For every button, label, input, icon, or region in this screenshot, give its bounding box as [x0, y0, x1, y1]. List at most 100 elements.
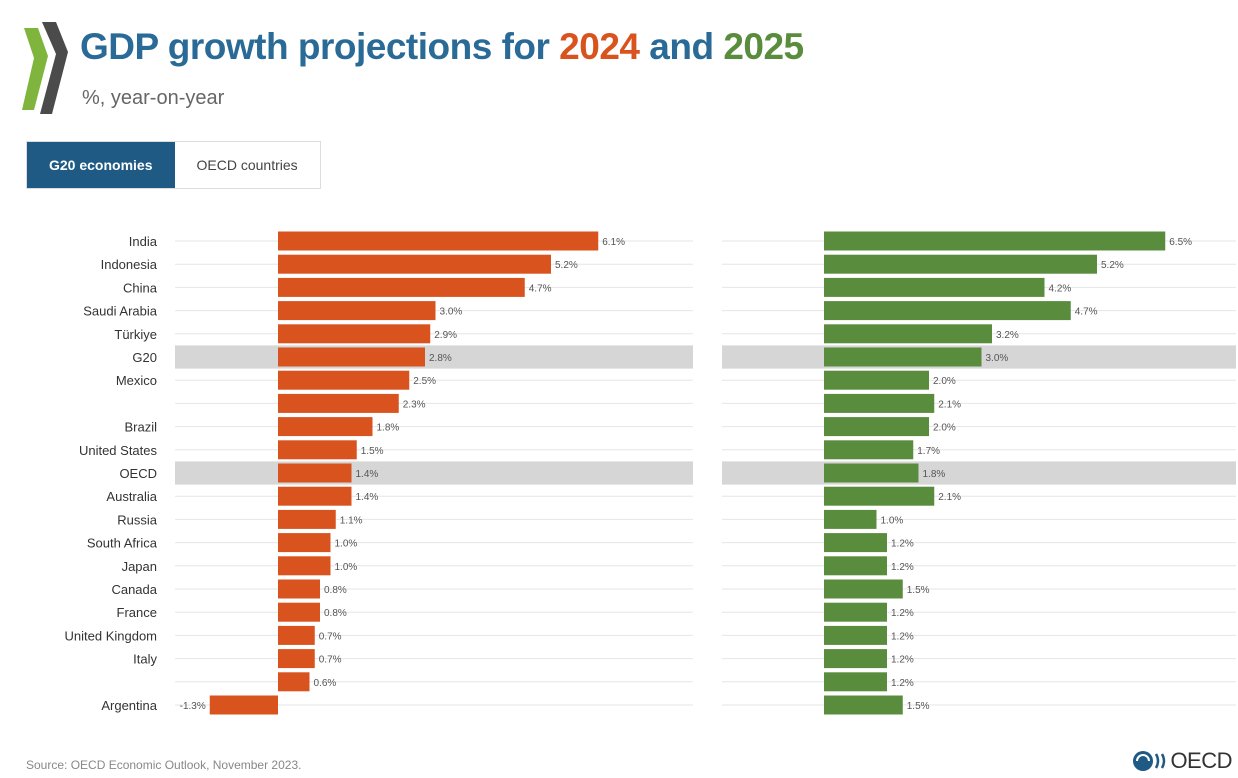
bar-2025-argentina-20 — [824, 695, 903, 715]
bar-2024-china-2 — [278, 277, 525, 297]
bar-2024-g20-5 — [278, 347, 425, 367]
data-label-2025-argentina-20: 1.5% — [907, 701, 930, 712]
data-label-2025-t-rkiye-4: 3.2% — [996, 330, 1019, 341]
bar-2024-japan-14 — [278, 556, 331, 576]
data-label-2024-g20-5: 2.8% — [429, 353, 452, 364]
category-label-brazil-8: Brazil — [124, 420, 157, 435]
data-label-2024-italy-18: 0.7% — [319, 655, 342, 666]
data-label-2025-australia-11: 2.1% — [938, 492, 961, 503]
bar-2024-italy-18 — [278, 649, 315, 669]
category-label-saudi-arabia-3: Saudi Arabia — [83, 304, 157, 319]
bar-2025-indonesia-1 — [824, 254, 1097, 274]
tab-g20-economies[interactable]: G20 economies — [27, 142, 175, 188]
data-label-2025-g20-5: 3.0% — [986, 353, 1009, 364]
bar-2024-mexico-6 — [278, 370, 410, 390]
data-label-2025-russia-12: 1.0% — [881, 515, 904, 526]
data-label-2024-unlabeled-7: 2.3% — [403, 399, 426, 410]
data-label-2025-japan-14: 1.2% — [891, 562, 914, 573]
bar-2025-china-2 — [824, 277, 1045, 297]
category-label-united-kingdom-17: United Kingdom — [65, 628, 158, 643]
bar-2024-unlabeled-19 — [278, 672, 310, 692]
bar-2024-russia-12 — [278, 509, 336, 529]
category-label-italy-18: Italy — [133, 652, 157, 667]
data-label-2024-canada-15: 0.8% — [324, 585, 347, 596]
bar-2024-south-africa-13 — [278, 533, 331, 553]
data-label-2025-united-states-9: 1.7% — [917, 446, 940, 457]
category-label-south-africa-13: South Africa — [87, 536, 158, 551]
bar-2025-unlabeled-19 — [824, 672, 887, 692]
category-label-mexico-6: Mexico — [116, 373, 157, 388]
bar-2025-france-16 — [824, 602, 887, 622]
oecd-chevron-logo — [22, 22, 68, 114]
bar-2024-indonesia-1 — [278, 254, 551, 274]
data-label-2025-mexico-6: 2.0% — [933, 376, 956, 387]
bar-2025-mexico-6 — [824, 370, 929, 390]
title-prefix: GDP growth projections for — [80, 26, 560, 67]
data-label-2024-france-16: 0.8% — [324, 608, 347, 619]
bar-2024-canada-15 — [278, 579, 320, 599]
data-label-2024-brazil-8: 1.8% — [377, 423, 400, 434]
title-year-2025: 2025 — [723, 26, 804, 67]
oecd-brand: OECD — [1132, 748, 1232, 774]
bar-2025-brazil-8 — [824, 417, 929, 437]
bar-2025-italy-18 — [824, 649, 887, 669]
oecd-brand-text: OECD — [1170, 748, 1232, 773]
bar-2025-t-rkiye-4 — [824, 324, 992, 344]
bar-2024-brazil-8 — [278, 417, 373, 437]
bar-2024-oecd-10 — [278, 463, 352, 483]
category-label-t-rkiye-4: Türkiye — [114, 327, 157, 342]
data-label-2025-south-africa-13: 1.2% — [891, 539, 914, 550]
data-label-2024-t-rkiye-4: 2.9% — [434, 330, 457, 341]
data-label-2024-saudi-arabia-3: 3.0% — [440, 307, 463, 318]
bar-2025-india-0 — [824, 231, 1166, 251]
bar-2025-g20-5 — [824, 347, 982, 367]
bar-2024-unlabeled-7 — [278, 393, 399, 413]
bar-2024-india-0 — [278, 231, 599, 251]
data-label-2025-unlabeled-7: 2.1% — [938, 399, 961, 410]
data-label-2025-unlabeled-19: 1.2% — [891, 678, 914, 689]
bar-2025-unlabeled-7 — [824, 393, 935, 413]
title-and: and — [639, 26, 724, 67]
bar-2025-saudi-arabia-3 — [824, 301, 1071, 321]
bar-2024-france-16 — [278, 602, 320, 622]
bar-2024-united-states-9 — [278, 440, 357, 460]
data-label-2024-united-kingdom-17: 0.7% — [319, 631, 342, 642]
category-label-china-2: China — [123, 280, 158, 295]
bar-2025-united-states-9 — [824, 440, 914, 460]
data-label-2024-oecd-10: 1.4% — [356, 469, 379, 480]
category-label-india-0: India — [129, 234, 158, 249]
bar-2024-australia-11 — [278, 486, 352, 506]
highlight-band-2025-oecd-10 — [722, 461, 1236, 485]
bar-2025-oecd-10 — [824, 463, 919, 483]
data-label-2025-brazil-8: 2.0% — [933, 423, 956, 434]
category-label-canada-15: Canada — [111, 582, 157, 597]
category-label-g20-5: G20 — [132, 350, 157, 365]
data-label-2024-united-states-9: 1.5% — [361, 446, 384, 457]
data-label-2025-italy-18: 1.2% — [891, 655, 914, 666]
oecd-globe-icon — [1133, 751, 1166, 771]
category-label-united-states-9: United States — [79, 443, 158, 458]
data-label-2024-argentina-20: -1.3% — [180, 701, 206, 712]
bar-2025-canada-15 — [824, 579, 903, 599]
data-label-2024-south-africa-13: 1.0% — [335, 539, 358, 550]
bar-2025-south-africa-13 — [824, 533, 887, 553]
bar-2025-australia-11 — [824, 486, 935, 506]
data-label-2024-australia-11: 1.4% — [356, 492, 379, 503]
bar-2025-united-kingdom-17 — [824, 625, 887, 645]
data-label-2024-unlabeled-19: 0.6% — [314, 678, 337, 689]
category-label-indonesia-1: Indonesia — [101, 257, 158, 272]
data-label-2024-indonesia-1: 5.2% — [555, 260, 578, 271]
category-label-france-16: France — [117, 605, 157, 620]
category-label-argentina-20: Argentina — [101, 698, 157, 713]
tab-oecd-countries[interactable]: OECD countries — [196, 157, 298, 173]
bar-2025-russia-12 — [824, 509, 877, 529]
chart-title: GDP growth projections for 2024 and 2025 — [80, 26, 804, 68]
data-label-2024-japan-14: 1.0% — [335, 562, 358, 573]
category-label-australia-11: Australia — [106, 489, 157, 504]
bar-2024-saudi-arabia-3 — [278, 301, 436, 321]
bar-2024-argentina-20 — [209, 695, 278, 715]
data-label-2024-india-0: 6.1% — [602, 237, 625, 248]
data-label-2025-india-0: 6.5% — [1169, 237, 1192, 248]
data-label-2024-russia-12: 1.1% — [340, 515, 363, 526]
title-year-2024: 2024 — [559, 26, 640, 67]
